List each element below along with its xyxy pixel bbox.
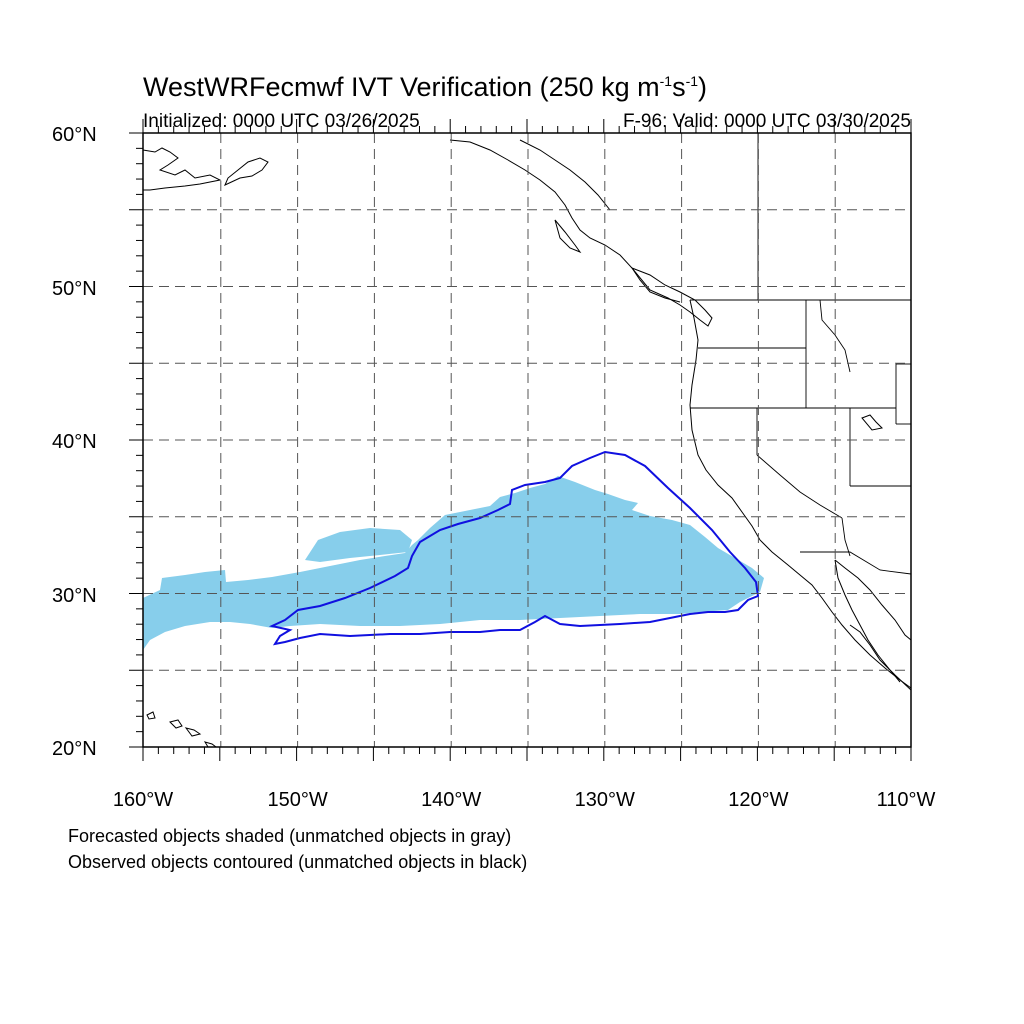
observed-ivt-contour — [268, 450, 760, 646]
lon-label-150w: 150°W — [267, 789, 327, 811]
legend-forecast-note: Forecasted objects shaded (unmatched obj… — [68, 826, 512, 846]
initialized-time: Initialized: 0000 UTC 03/26/2025 — [143, 111, 420, 132]
lat-label-30: 30°N — [52, 585, 97, 607]
lon-label-160w: 160°W — [113, 789, 173, 811]
title-end: ) — [698, 72, 708, 102]
lat-label-50: 50°N — [52, 278, 97, 300]
axis-ticks — [129, 119, 912, 761]
lat-label-60: 60°N — [52, 124, 97, 146]
title-sup-2: -1 — [685, 73, 699, 89]
forecast-ivt-object-north-lobe — [305, 528, 412, 562]
coastlines — [142, 139, 912, 748]
forecast-ivt-object — [143, 476, 764, 650]
lon-labels: 160°W 150°W 140°W 130°W 120°W 110°W — [113, 789, 936, 811]
map-plot-area — [129, 119, 912, 761]
valid-time: F-96: Valid: 0000 UTC 03/30/2025 — [623, 111, 911, 132]
lon-label-120w: 120°W — [728, 789, 788, 811]
title-sup-1: -1 — [659, 73, 673, 89]
lon-label-140w: 140°W — [421, 789, 481, 811]
chart-title: WestWRFecmwf IVT Verification (250 kg m-… — [143, 72, 707, 103]
lon-label-110w: 110°W — [877, 789, 936, 811]
lon-label-130w: 130°W — [575, 789, 635, 811]
lat-labels: 60°N 50°N 40°N 30°N 20°N — [52, 124, 97, 760]
title-main: WestWRFecmwf IVT Verification (250 kg m — [143, 72, 660, 102]
lat-label-40: 40°N — [52, 431, 97, 453]
legend-observed-note: Observed objects contoured (unmatched ob… — [68, 852, 528, 872]
lat-label-20: 20°N — [52, 738, 97, 760]
title-mid: s — [672, 72, 686, 102]
grid-lines — [143, 133, 911, 747]
political-boundaries — [690, 133, 912, 575]
